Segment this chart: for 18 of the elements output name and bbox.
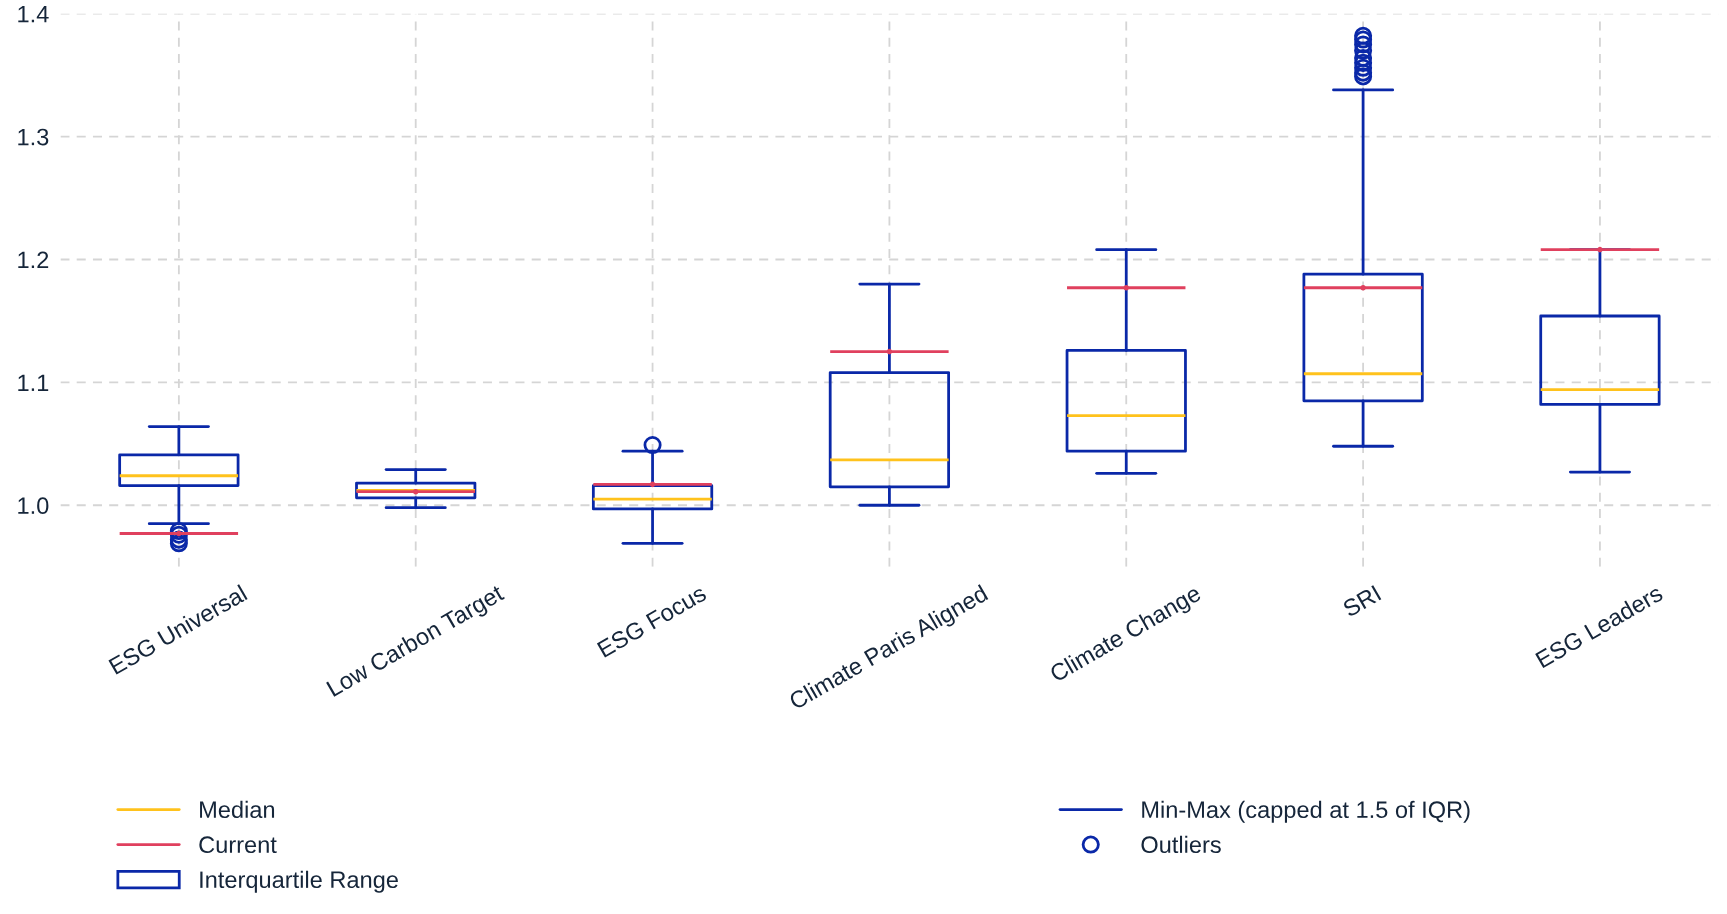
text: Median — [200, 800, 275, 819]
y-tick-label: 1.1 — [18, 374, 49, 391]
point — [412, 488, 419, 495]
x-tick-label: SRI — [1341, 584, 1382, 618]
legend-label: Current — [199, 836, 277, 854]
text: Min-Max (capped at 1.5 of IQR) — [1142, 800, 1470, 823]
point — [886, 348, 893, 355]
y-tick-label: 1.4 — [18, 6, 49, 23]
point — [1597, 246, 1603, 253]
point — [1360, 284, 1366, 291]
y-tick-label: 1.2 — [18, 251, 49, 269]
y-tick-label: 1.3 — [18, 128, 49, 146]
legend-label: Interquartile Range — [200, 870, 398, 893]
x-tick-label: ESG Focus — [596, 584, 708, 658]
point — [1123, 284, 1130, 291]
point — [649, 481, 656, 488]
y-tick-label: 1.0 — [18, 497, 49, 515]
text: Outliers — [1141, 835, 1221, 854]
